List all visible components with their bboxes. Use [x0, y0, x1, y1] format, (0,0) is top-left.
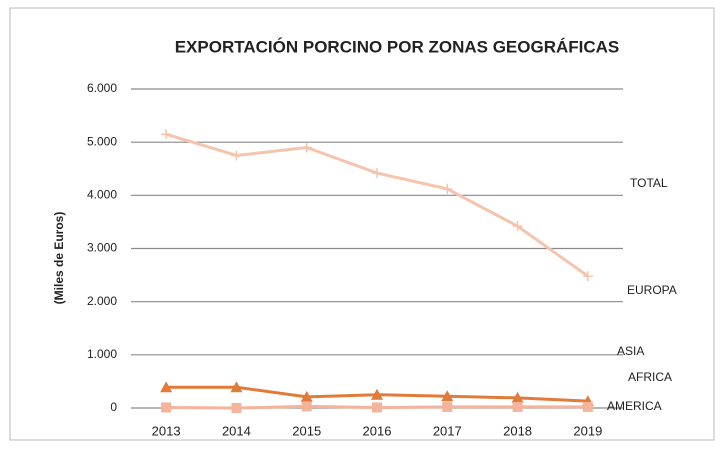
marker: [371, 388, 383, 400]
annotation: AMERICA: [607, 399, 662, 413]
y-tick-label: 4.000: [87, 188, 117, 202]
y-tick-label: 0: [110, 400, 117, 414]
marker: [582, 271, 593, 282]
marker: [442, 183, 453, 194]
marker: [160, 381, 173, 393]
x-tick-label: 2015: [292, 423, 321, 438]
chart-title: EXPORTACIÓN PORCINO POR ZONAS GEOGRÁFICA…: [175, 37, 620, 56]
annotation: TOTAL: [630, 176, 668, 190]
x-tick-label: 2016: [363, 423, 392, 438]
annotation: EUROPA: [627, 283, 677, 297]
annotation: AFRICA: [628, 370, 672, 384]
marker: [511, 391, 524, 403]
marker: [161, 129, 172, 140]
y-tick-label: 1.000: [87, 347, 117, 361]
marker: [230, 381, 243, 393]
y-axis-label: (Miles de Euros): [52, 212, 66, 305]
marker: [301, 142, 312, 153]
y-tick-label: 5.000: [87, 134, 117, 148]
x-tick-label: 2014: [222, 423, 251, 438]
marker: [512, 221, 523, 232]
x-tick-label: 2013: [152, 423, 181, 438]
marker: [300, 390, 313, 402]
marker: [442, 401, 453, 412]
marker: [231, 150, 242, 161]
marker: [161, 402, 172, 413]
x-tick-label: 2018: [503, 423, 532, 438]
x-tick-label: 2017: [433, 423, 462, 438]
marker: [441, 390, 454, 402]
y-tick-label: 3.000: [87, 241, 117, 255]
marker: [582, 401, 593, 412]
marker: [512, 401, 523, 412]
marker: [372, 168, 382, 179]
annotation: ASIA: [617, 344, 644, 358]
y-tick-label: 6.000: [87, 81, 117, 95]
y-tick-label: 2.000: [87, 294, 117, 308]
marker: [231, 403, 242, 413]
marker: [372, 402, 382, 413]
x-tick-label: 2019: [573, 423, 602, 438]
chart-frame: [9, 7, 715, 441]
marker: [301, 401, 312, 412]
